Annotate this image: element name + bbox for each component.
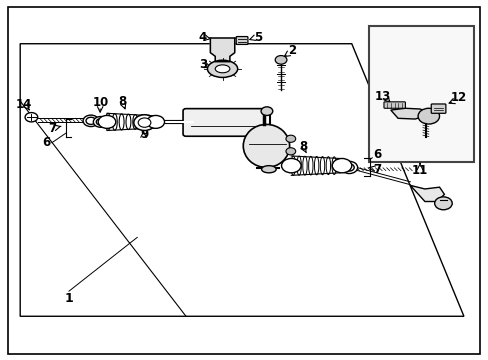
Text: 4: 4 (199, 31, 207, 44)
Ellipse shape (112, 114, 117, 130)
Polygon shape (390, 108, 427, 119)
Text: 7: 7 (373, 163, 381, 176)
Circle shape (434, 197, 451, 210)
Circle shape (285, 148, 295, 155)
Polygon shape (210, 39, 234, 62)
Ellipse shape (119, 114, 124, 130)
Text: 7: 7 (48, 122, 56, 135)
Ellipse shape (140, 115, 144, 129)
Ellipse shape (133, 114, 138, 129)
Circle shape (275, 55, 286, 64)
Polygon shape (409, 185, 444, 202)
Circle shape (134, 115, 155, 131)
Circle shape (261, 107, 272, 116)
Ellipse shape (215, 65, 229, 73)
Text: 11: 11 (411, 164, 427, 177)
Circle shape (98, 116, 116, 129)
Text: 3: 3 (199, 58, 207, 71)
Circle shape (340, 161, 357, 174)
Circle shape (96, 119, 105, 125)
Ellipse shape (320, 157, 324, 175)
Circle shape (344, 164, 353, 171)
Circle shape (93, 117, 108, 127)
Ellipse shape (308, 156, 312, 175)
FancyBboxPatch shape (183, 109, 264, 136)
Circle shape (417, 108, 439, 124)
Circle shape (86, 117, 96, 125)
Circle shape (285, 135, 295, 142)
Ellipse shape (207, 60, 237, 77)
Text: 8: 8 (118, 95, 126, 108)
Circle shape (25, 113, 38, 122)
Ellipse shape (146, 115, 151, 129)
Circle shape (331, 158, 351, 173)
Text: 5: 5 (253, 31, 262, 44)
Text: 2: 2 (287, 44, 296, 57)
Ellipse shape (302, 156, 306, 175)
Ellipse shape (243, 125, 289, 167)
FancyBboxPatch shape (430, 104, 445, 113)
Ellipse shape (126, 114, 131, 130)
Circle shape (138, 118, 151, 127)
Text: 8: 8 (298, 140, 306, 153)
Circle shape (281, 158, 301, 173)
Text: 14: 14 (16, 98, 32, 111)
Ellipse shape (331, 157, 336, 175)
Text: 12: 12 (450, 91, 466, 104)
Text: 6: 6 (42, 136, 50, 149)
Ellipse shape (314, 157, 318, 175)
Circle shape (147, 116, 164, 129)
Bar (368, 26, 473, 162)
Ellipse shape (325, 157, 330, 175)
Ellipse shape (105, 113, 110, 131)
Circle shape (83, 115, 99, 127)
Text: 10: 10 (92, 96, 108, 109)
Text: 1: 1 (64, 292, 73, 305)
Text: 6: 6 (373, 148, 381, 161)
Text: 13: 13 (374, 90, 390, 103)
FancyBboxPatch shape (236, 37, 247, 44)
Ellipse shape (261, 166, 276, 173)
Ellipse shape (290, 156, 295, 175)
FancyBboxPatch shape (383, 102, 405, 108)
Text: 9: 9 (140, 128, 148, 141)
Ellipse shape (296, 156, 301, 175)
